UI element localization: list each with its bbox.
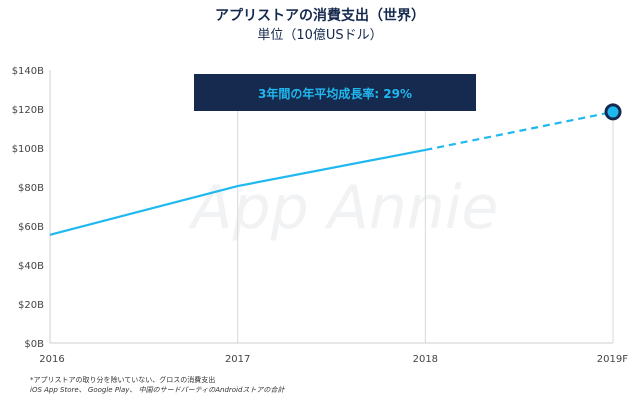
x-tick-label: 2016 [39,354,64,365]
y-tick-label: $60B [18,222,44,233]
y-tick-label: $120B [12,105,44,116]
y-tick-label: $0B [24,339,44,350]
y-tick-label: $20B [18,300,44,311]
footnotes: *アプリストアの取り分を除いていない、グロスの消費支出 iOS App Stor… [30,375,284,395]
x-tick-label: 2017 [225,354,250,365]
series-line-forecast [425,110,614,152]
watermark-text: App Annie [188,173,499,243]
y-tick-label: $100B [12,144,44,155]
series-line-actual [49,148,426,236]
y-tick-label: $140B [12,66,44,77]
cagr-annotation-text: 3年間の年平均成長率: 29% [258,86,412,101]
x-tick-label: 2019F [597,354,628,365]
cagr-annotation-box [194,74,476,111]
footnote-2: iOS App Store、 Google Play、 中国のサードパーティのA… [30,386,285,394]
chart-title: アプリストアの消費支出（世界） [215,8,425,24]
y-tick-label: $80B [18,183,44,194]
footnote-1: *アプリストアの取り分を除いていない、グロスの消費支出 [30,376,216,384]
y-tick-label: $40B [18,261,44,272]
forecast-marker-inner [607,106,619,118]
x-tick-label: 2018 [413,354,438,365]
chart-subtitle: 単位（10億USドル） [257,28,383,43]
